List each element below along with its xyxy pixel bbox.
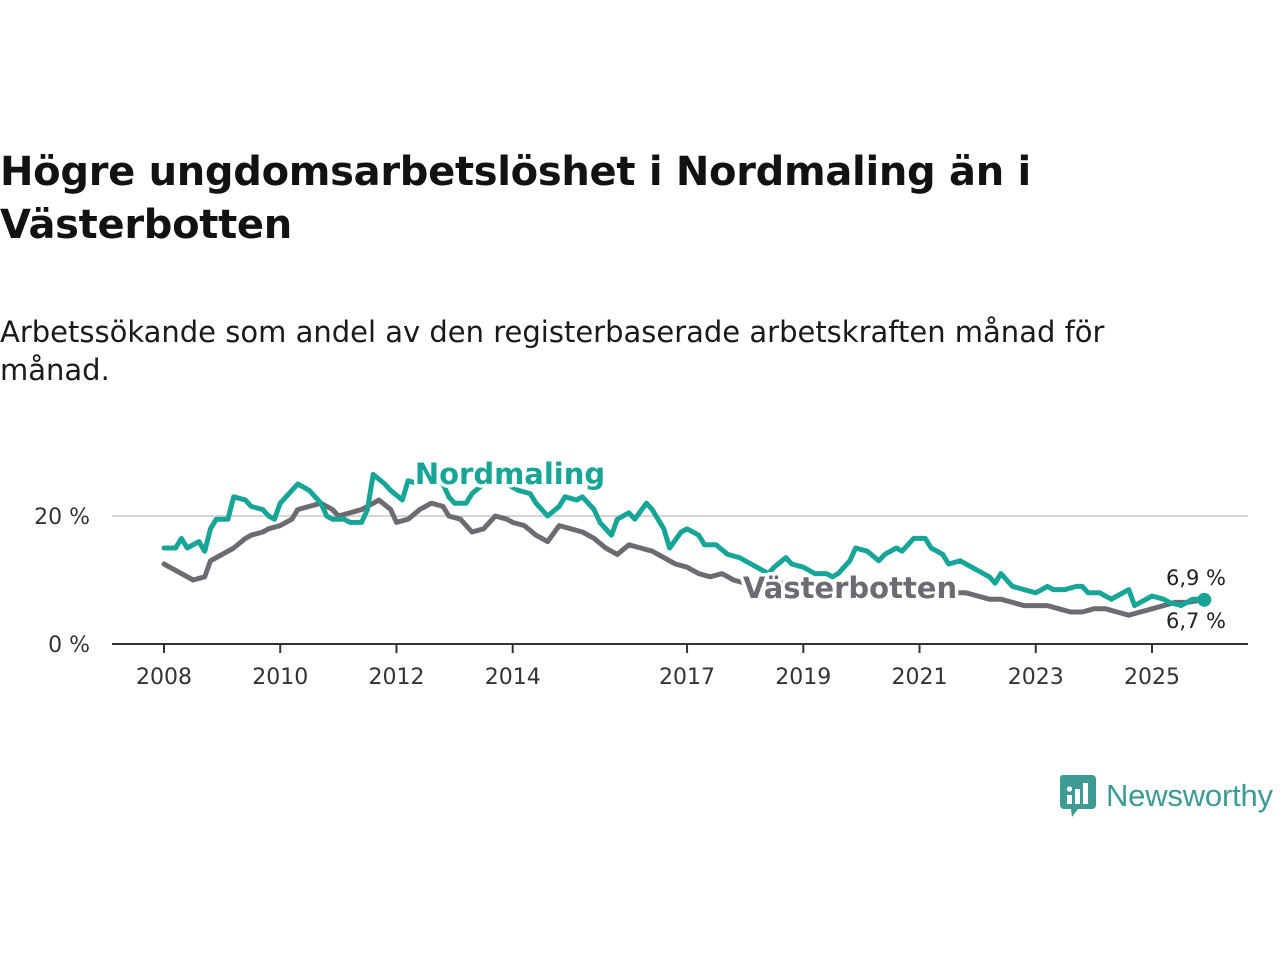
chart-subtitle: Arbetssökande som andel av den registerb… xyxy=(0,315,1105,387)
x-tick-label: 2014 xyxy=(485,665,541,690)
x-tick-label: 2023 xyxy=(1008,665,1064,690)
x-tick-label: 2017 xyxy=(659,665,715,690)
end-label-nordmaling: 6,9 % xyxy=(1166,566,1226,590)
x-tick-label: 2012 xyxy=(368,665,424,690)
y-axis-ticks: 0 % 20 % xyxy=(34,505,90,658)
newsworthy-logo: Newsworthy xyxy=(1058,772,1273,820)
x-tick-label: 2008 xyxy=(136,665,192,690)
series-labels: Nordmaling Västerbotten 6,9 % 6,7 % xyxy=(411,454,1228,636)
x-tick-label: 2019 xyxy=(775,665,831,690)
chart-title: Högre ungdomsarbetslöshet i Nordmaling ä… xyxy=(0,149,1031,248)
y-tick-label: 20 % xyxy=(34,505,90,530)
end-label-vasterbotten: 6,7 % xyxy=(1166,609,1226,633)
x-axis: 2008 2010 2012 2014 2017 2019 2021 2023 2025 xyxy=(112,643,1248,690)
newsworthy-logo-icon xyxy=(1059,775,1096,817)
newsworthy-logo-text: Newsworthy xyxy=(1106,778,1273,813)
series-line-vsterbotten xyxy=(161,497,1207,618)
y-tick-label: 0 % xyxy=(48,633,90,658)
x-tick-label: 2025 xyxy=(1124,665,1180,690)
series-line-nordmaling xyxy=(161,468,1207,609)
series-lines xyxy=(161,468,1212,618)
x-tick-label: 2021 xyxy=(892,665,948,690)
series-label-vasterbotten: Västerbotten xyxy=(743,571,957,605)
x-tick-label: 2010 xyxy=(252,665,308,690)
end-point-marker xyxy=(1197,592,1212,607)
line-chart: 0 % 20 % 2008 2010 2012 2014 2017 2019 2021 2023… xyxy=(34,454,1248,690)
series-label-nordmaling: Nordmaling xyxy=(415,457,605,491)
